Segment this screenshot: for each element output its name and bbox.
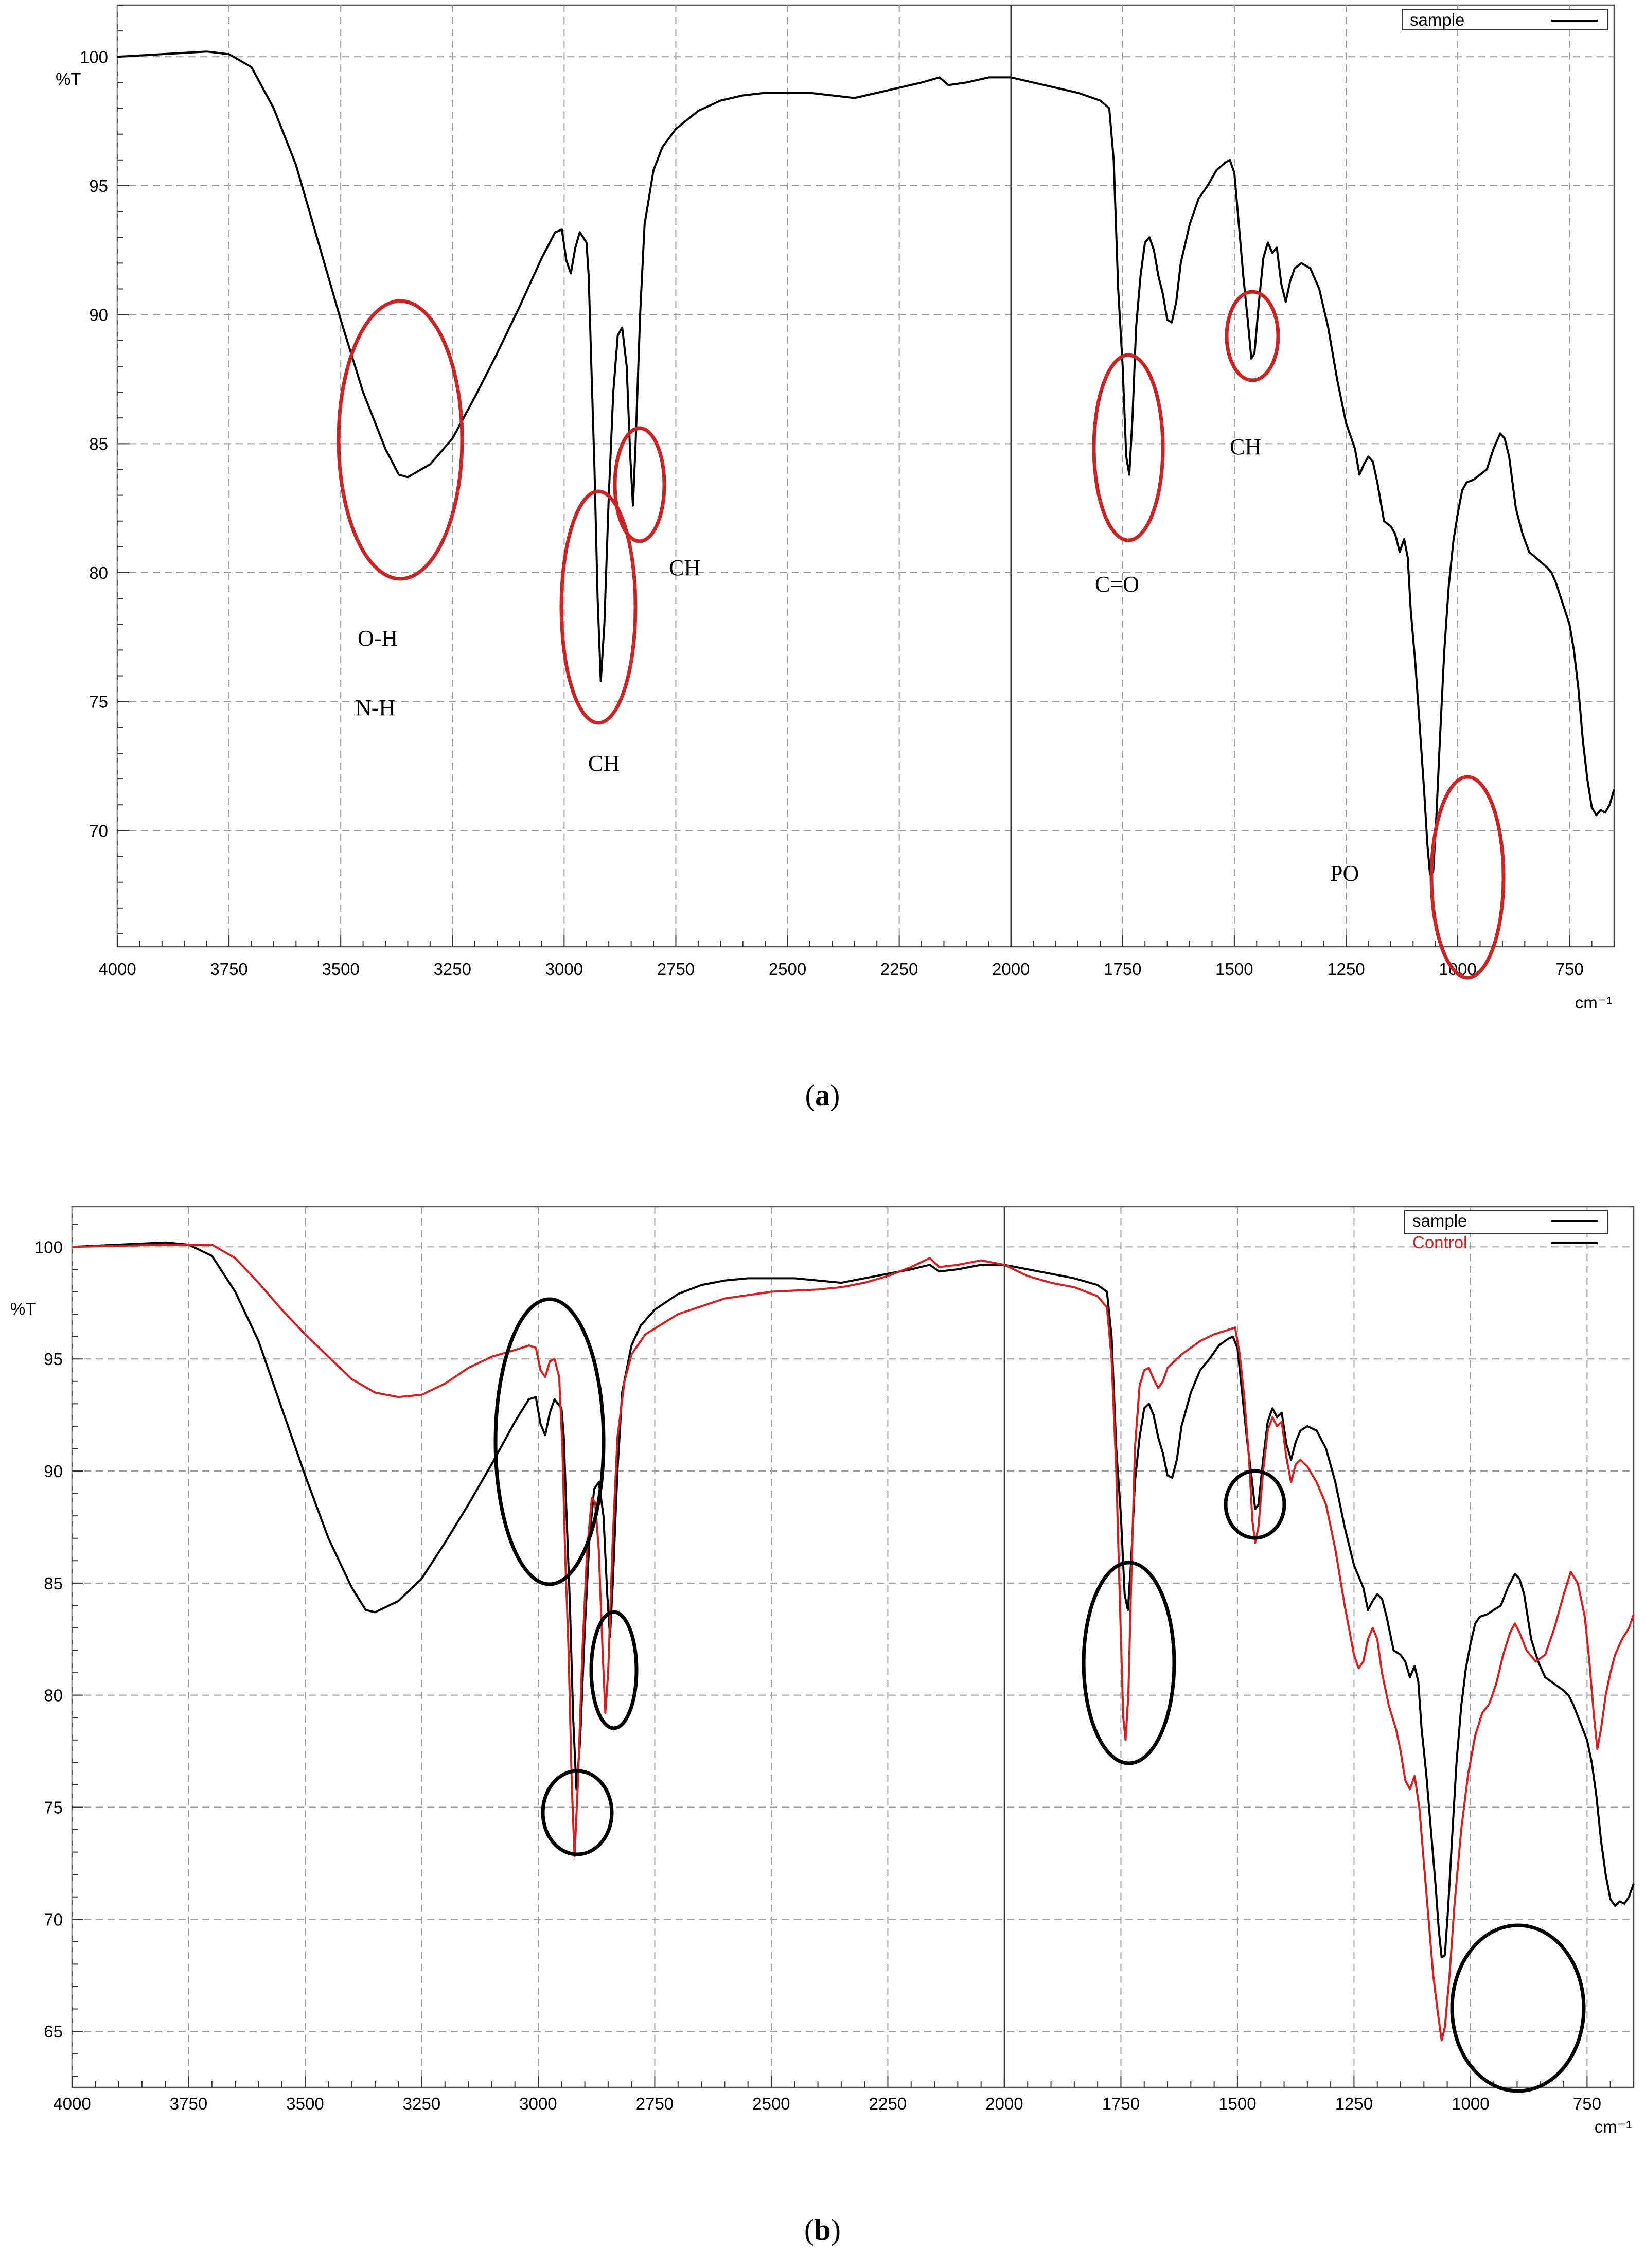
chart-a-x-tick-label: 3000 xyxy=(545,960,583,979)
chart-b-x-tick-label: 750 xyxy=(1573,2094,1601,2113)
chart-a-annotation-label: N-H xyxy=(355,695,395,720)
chart-b-x-tick-label: 3750 xyxy=(170,2094,207,2113)
chart-a-x-tick-label: 2500 xyxy=(769,960,806,979)
chart-b-y-tick-label: 85 xyxy=(44,1574,63,1593)
chart-a-series-line-sample xyxy=(117,50,1615,876)
chart-a-peak-marker-circle xyxy=(1225,290,1280,382)
chart-b-y-axis-title: %T xyxy=(10,1299,36,1318)
chart-b-x-tick-label: 1500 xyxy=(1218,2094,1256,2113)
chart-a-x-tick-label: 3750 xyxy=(210,960,247,979)
chart-a-x-tick-label: 3500 xyxy=(322,960,359,979)
chart-a-annotation-label: PO xyxy=(1330,861,1359,886)
chart-a-plot-frame xyxy=(116,4,1615,948)
chart-a-x-tick-label: 4000 xyxy=(98,960,136,979)
chart-b-x-tick-label: 4000 xyxy=(53,2094,91,2113)
chart-b-x-tick-label: 2750 xyxy=(636,2094,674,2113)
chart-b-peak-marker-circle xyxy=(541,1769,614,1856)
chart-a-peak-marker-circle xyxy=(1092,353,1165,542)
chart-b-legend-box xyxy=(1404,1210,1608,1234)
chart-b-x-tick-label: 2250 xyxy=(869,2094,907,2113)
chart-b-x-tick-label: 1750 xyxy=(1102,2094,1140,2113)
chart-a-annotation-label: CH xyxy=(588,751,620,776)
chart-b-x-tick-label: 1250 xyxy=(1335,2094,1373,2113)
chart-b-y-tick-label: 70 xyxy=(44,1910,63,1929)
chart-b-series-line-sample xyxy=(72,1241,1635,1959)
chart-panel-b: 4000 3750 3500 3250 3000 2750 2500 2250 2000 1750… xyxy=(0,1183,1645,2268)
caption-a-letter: a xyxy=(815,1078,830,1112)
chart-b-y-tick-label: 100 xyxy=(34,1237,63,1256)
chart-a-peak-marker-circle xyxy=(337,299,464,581)
chart-panel-a: 4000 3750 3500 3250 3000 2750 2500 2250 2000 1750… xyxy=(0,0,1645,1080)
caption-a: (a) xyxy=(805,1078,840,1112)
chart-b-plot-frame xyxy=(71,1206,1635,2088)
chart-a-y-tick-label: 80 xyxy=(89,563,108,582)
chart-a-legend-label: sample xyxy=(1410,10,1464,29)
chart-b-y-tick-label: 90 xyxy=(44,1462,63,1481)
chart-b-x-tick-label: 3500 xyxy=(286,2094,324,2113)
chart-a-y-tick-label: 75 xyxy=(89,693,108,712)
chart-a-annotation-label: CH xyxy=(1230,434,1261,459)
caption-b: (b) xyxy=(804,2213,841,2246)
chart-a-y-tick-label: 90 xyxy=(89,306,108,325)
chart-a-y-tick-label: 70 xyxy=(89,821,108,840)
chart-b-legend-label: sample xyxy=(1412,1211,1467,1230)
caption-b-letter: b xyxy=(814,2213,831,2246)
chart-a-x-tick-label: 750 xyxy=(1555,960,1584,979)
chart-a-x-tick-label: 2750 xyxy=(657,960,695,979)
chart-a-peak-marker-circle xyxy=(613,426,666,543)
chart-a-annotation-label: O-H xyxy=(358,626,398,651)
chart-b-y-tick-label: 75 xyxy=(44,1798,63,1817)
chart-b-x-tick-label: 1000 xyxy=(1452,2094,1489,2113)
chart-b-x-tick-label: 3000 xyxy=(519,2094,557,2113)
chart-b-peak-marker-circle xyxy=(1224,1469,1286,1540)
chart-b-series-line-control xyxy=(72,1244,1635,2042)
chart-b-x-tick-label: 3250 xyxy=(403,2094,440,2113)
chart-b-legend-label: Control xyxy=(1412,1233,1467,1252)
chart-a-peak-marker-circle xyxy=(1429,775,1506,980)
chart-a-y-tick-label: 95 xyxy=(89,176,108,196)
chart-a-x-tick-label: 3250 xyxy=(434,960,471,979)
chart-a-x-tick-label: 2250 xyxy=(880,960,918,979)
chart-a-x-tick-label: 2000 xyxy=(992,960,1030,979)
chart-a-y-axis-title: %T xyxy=(56,69,81,88)
chart-a-x-tick-label: 1500 xyxy=(1215,960,1253,979)
chart-b-peak-marker-circle xyxy=(1450,1923,1586,2093)
chart-b-peak-marker-circle xyxy=(589,1610,639,1730)
chart-b-x-axis-title: cm⁻¹ xyxy=(1595,2117,1632,2136)
chart-a-x-tick-label: 1750 xyxy=(1104,960,1141,979)
chart-a-x-tick-label: 1250 xyxy=(1327,960,1365,979)
chart-a-annotation-label: CH xyxy=(669,555,700,580)
chart-b-x-tick-label: 2000 xyxy=(985,2094,1023,2113)
chart-a-svg: 4000 3750 3500 3250 3000 2750 2500 2250 2000 1750… xyxy=(56,4,1615,1012)
chart-b-svg: 4000 3750 3500 3250 3000 2750 2500 2250 2000 1750… xyxy=(10,1206,1635,2136)
chart-b-peak-marker-circle xyxy=(1082,1561,1176,1765)
chart-a-annotation-label: C=O xyxy=(1095,572,1139,597)
chart-a-y-tick-label: 100 xyxy=(80,47,108,66)
chart-b-y-tick-label: 95 xyxy=(44,1350,63,1369)
chart-b-y-tick-label: 65 xyxy=(44,2022,63,2041)
chart-a-x-axis-title: cm⁻¹ xyxy=(1575,993,1612,1012)
chart-b-y-tick-label: 80 xyxy=(44,1686,63,1705)
chart-a-y-tick-label: 85 xyxy=(89,434,108,453)
chart-b-x-tick-label: 2500 xyxy=(752,2094,790,2113)
chart-b-peak-marker-circle xyxy=(493,1297,606,1586)
chart-a-peak-marker-circle xyxy=(559,489,638,725)
